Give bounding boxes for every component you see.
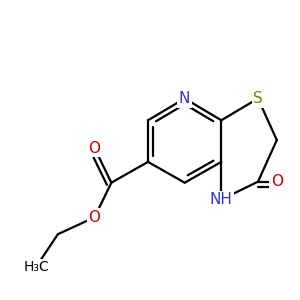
Text: O: O xyxy=(271,174,283,189)
Text: H₃C: H₃C xyxy=(23,260,49,274)
Text: O: O xyxy=(88,140,101,155)
Text: S: S xyxy=(253,91,263,106)
Text: N: N xyxy=(179,91,190,106)
Text: NH: NH xyxy=(210,192,233,207)
Text: O: O xyxy=(88,210,101,225)
